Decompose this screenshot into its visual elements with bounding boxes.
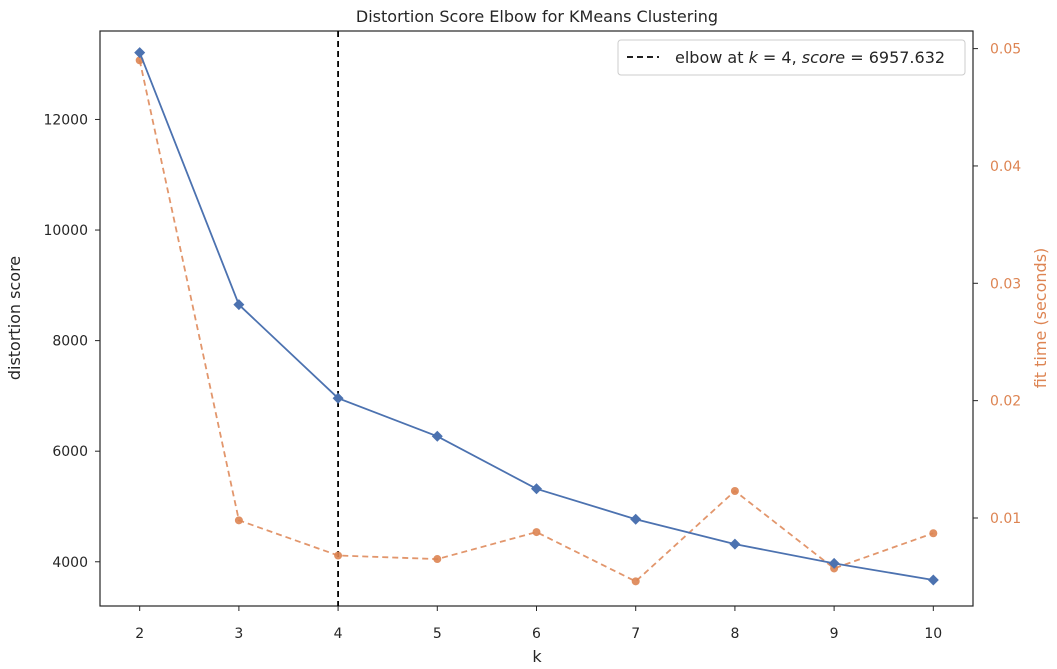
x-tick-label: 4 — [334, 626, 343, 642]
x-tick-label: 6 — [532, 626, 541, 642]
distortion-point — [332, 392, 344, 404]
legend-elbow-label: elbow at k = 4, score = 6957.632 — [675, 48, 945, 67]
distortion-point — [630, 513, 642, 525]
x-tick-label: 8 — [730, 626, 739, 642]
x-tick-label: 9 — [830, 626, 839, 642]
y2-tick-label: 0.02 — [990, 394, 1021, 410]
y-tick-label: 8000 — [52, 334, 88, 350]
distortion-point — [531, 483, 542, 495]
y2-tick-label: 0.05 — [990, 42, 1021, 58]
y-tick-label: 10000 — [43, 223, 88, 239]
fit-time-point — [631, 577, 640, 586]
x-tick-label: 5 — [433, 626, 442, 642]
x-axis-label: k — [532, 647, 542, 666]
legend: elbow at k = 4, score = 6957.632 — [617, 39, 966, 76]
distortion-point — [431, 430, 443, 442]
fit-time-point — [730, 487, 739, 495]
distortion-point — [828, 557, 840, 569]
y2-axis-ticks: 0.01 0.02 0.03 0.04 0.05 — [973, 42, 1021, 527]
chart-title: Distortion Score Elbow for KMeans Cluste… — [356, 7, 718, 26]
y-tick-label: 6000 — [52, 444, 88, 460]
y-axis-label: distortion score — [5, 256, 24, 380]
distortion-series — [134, 47, 939, 586]
y-tick-label: 12000 — [43, 112, 88, 128]
fit-time-line — [138, 60, 934, 583]
fit-time-point — [532, 528, 541, 537]
distortion-point — [729, 538, 741, 550]
x-tick-label: 3 — [234, 626, 243, 642]
x-tick-label: 2 — [135, 626, 144, 642]
y2-tick-label: 0.01 — [990, 511, 1021, 527]
fit-time-point — [433, 555, 442, 564]
legend-box — [617, 39, 966, 76]
distortion-point — [134, 47, 146, 59]
plot-area — [99, 30, 974, 607]
x-tick-label: 10 — [924, 626, 942, 642]
y2-axis-label: fit time (seconds) — [1031, 248, 1050, 389]
y2-tick-label: 0.04 — [990, 159, 1021, 175]
y-axis-ticks: 4000 6000 8000 10000 12000 — [43, 112, 100, 571]
x-axis-ticks: 2 3 4 5 6 7 8 9 10 — [135, 606, 942, 642]
fit-time-point — [234, 516, 243, 525]
x-tick-label: 7 — [631, 626, 640, 642]
y-tick-label: 4000 — [52, 555, 88, 571]
distortion-point — [927, 574, 939, 586]
y2-tick-label: 0.03 — [990, 276, 1021, 292]
fit-time-point — [929, 529, 938, 538]
fit-time-series — [135, 56, 938, 586]
distortion-point — [233, 299, 245, 311]
fit-time-point — [334, 551, 343, 560]
